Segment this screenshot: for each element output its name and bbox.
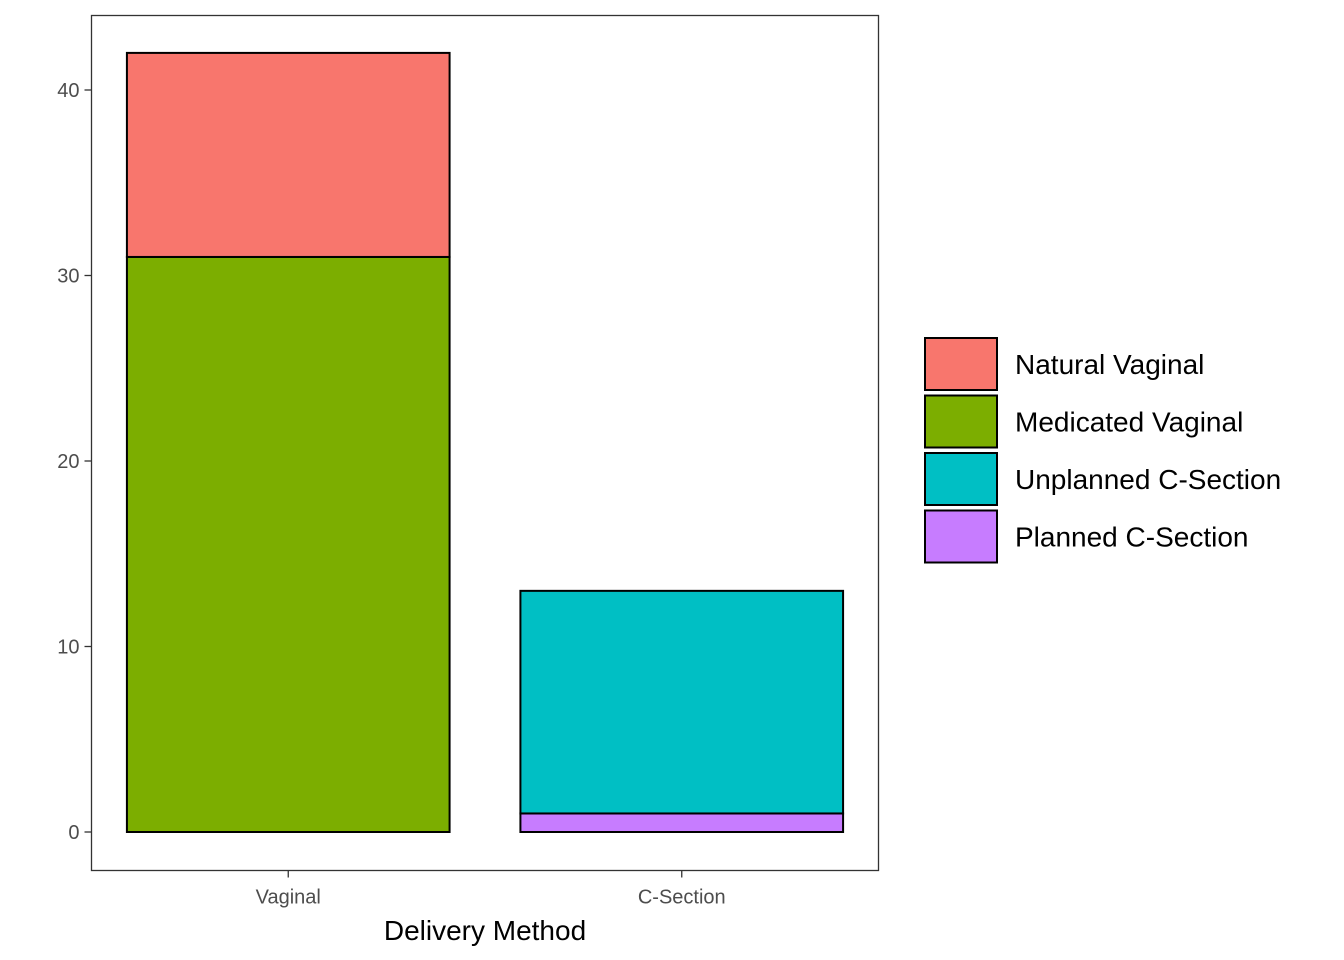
legend-key-planned-c-section bbox=[924, 509, 998, 564]
legend-key-natural-vaginal bbox=[924, 337, 998, 391]
legend-key-medicated-vaginal bbox=[924, 394, 998, 449]
legend-label-planned-c-section: Planned C-Section bbox=[1015, 522, 1248, 553]
y-tick-label: 0 bbox=[68, 822, 79, 844]
legend-label-natural-vaginal: Natural Vaginal bbox=[1015, 349, 1204, 380]
legend-label-medicated-vaginal: Medicated Vaginal bbox=[1015, 407, 1243, 438]
x-tick-label-c-section: C-Section bbox=[638, 887, 726, 909]
plot-panel-border bbox=[90, 14, 880, 872]
legend-label-unplanned-c-section: Unplanned C-Section bbox=[1015, 464, 1281, 495]
x-tick-label-vaginal: Vaginal bbox=[256, 887, 321, 909]
y-tick-label: 40 bbox=[57, 80, 79, 102]
legend: Natural Vaginal Medicated Vaginal Unplanne… bbox=[924, 337, 1281, 564]
bar-segment-vaginal-medicated-vaginal bbox=[125, 255, 451, 833]
x-axis: Vaginal C-Section bbox=[256, 870, 726, 909]
x-axis-title: Delivery Method bbox=[384, 915, 586, 946]
bar-segment-c-section-planned-c-section bbox=[519, 812, 845, 834]
y-tick-label: 20 bbox=[57, 451, 79, 473]
bars-layer bbox=[125, 51, 845, 834]
legend-key-unplanned-c-section bbox=[924, 452, 998, 506]
y-axis: 0 10 20 30 40 bbox=[57, 80, 92, 844]
bar-segment-c-section-unplanned-c-section bbox=[519, 589, 845, 815]
bar-segment-vaginal-natural-vaginal bbox=[125, 51, 451, 258]
y-tick-label: 30 bbox=[57, 266, 79, 288]
y-tick-label: 10 bbox=[57, 637, 79, 659]
